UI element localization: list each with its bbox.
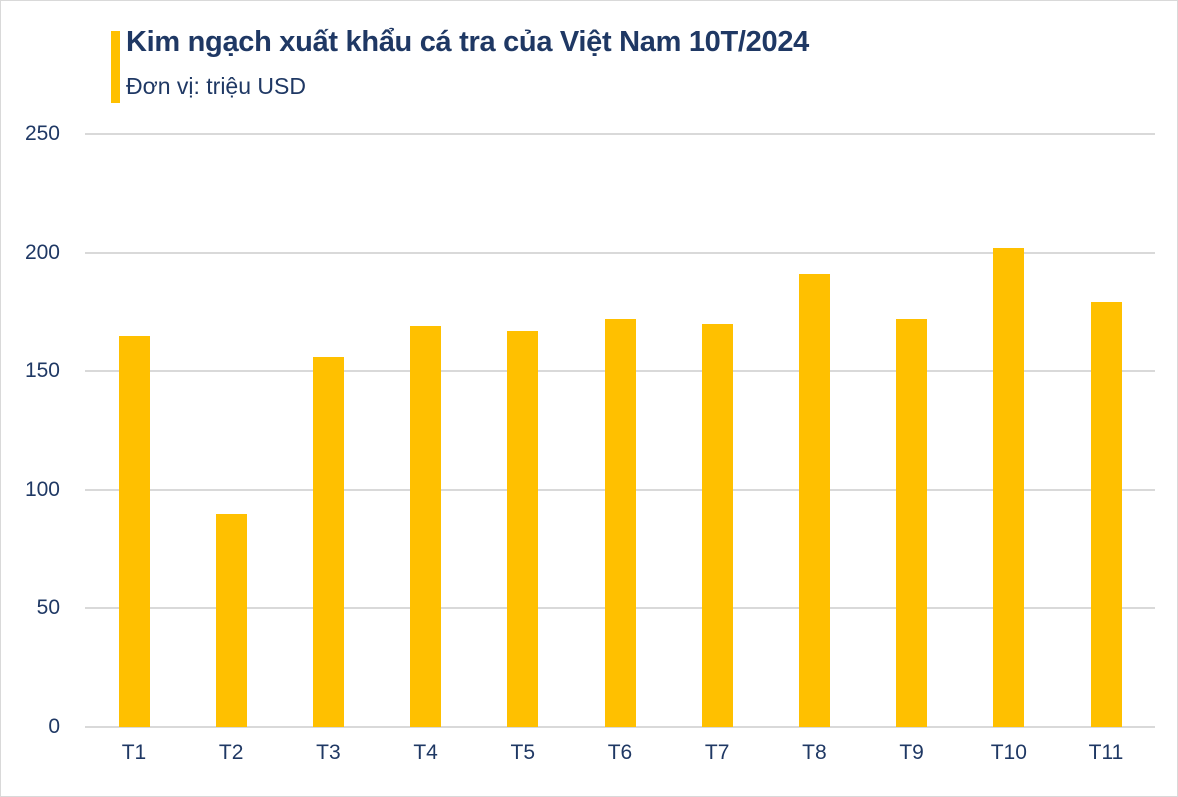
y-tick-label: 250: [24, 122, 60, 145]
bar-t11: [1090, 302, 1122, 727]
x-tick-label: T8: [802, 741, 827, 764]
gridline: [85, 251, 1155, 254]
gridline: [85, 133, 1155, 135]
x-tick-label: T2: [218, 741, 244, 764]
plot-area: [85, 133, 1155, 728]
y-tick-label: 50: [36, 596, 60, 620]
bar-t6: [604, 319, 636, 727]
x-tick-label: T3: [316, 741, 341, 764]
bar-t7: [701, 323, 733, 727]
x-tick-label: T6: [607, 741, 633, 764]
bar-t3: [312, 356, 344, 727]
y-tick-label: 200: [24, 240, 60, 264]
x-tick-label: T7: [704, 741, 730, 764]
bar-t8: [798, 273, 830, 727]
bar-t1: [118, 335, 150, 727]
bar-t2: [215, 513, 247, 727]
bar-t9: [896, 319, 928, 727]
chart-subtitle: Đơn vị: triệu USD: [126, 73, 306, 99]
x-tick-label: T4: [413, 741, 438, 764]
y-tick-label: 100: [24, 477, 60, 501]
x-tick-label: T10: [990, 741, 1027, 764]
x-tick-label: T1: [121, 741, 147, 764]
x-tick-label: T5: [510, 741, 536, 764]
gridline: [85, 726, 1155, 728]
bar-t5: [507, 330, 539, 727]
x-tick-label: T9: [899, 741, 924, 764]
bar-t10: [993, 247, 1025, 727]
bar-t4: [410, 326, 442, 727]
y-tick-label: 0: [48, 715, 60, 738]
title-accent-bar: [111, 31, 120, 103]
x-tick-label: T11: [1088, 741, 1124, 764]
y-tick-label: 150: [24, 359, 60, 383]
chart-title: Kim ngạch xuất khẩu cá tra của Việt Nam …: [126, 26, 809, 58]
